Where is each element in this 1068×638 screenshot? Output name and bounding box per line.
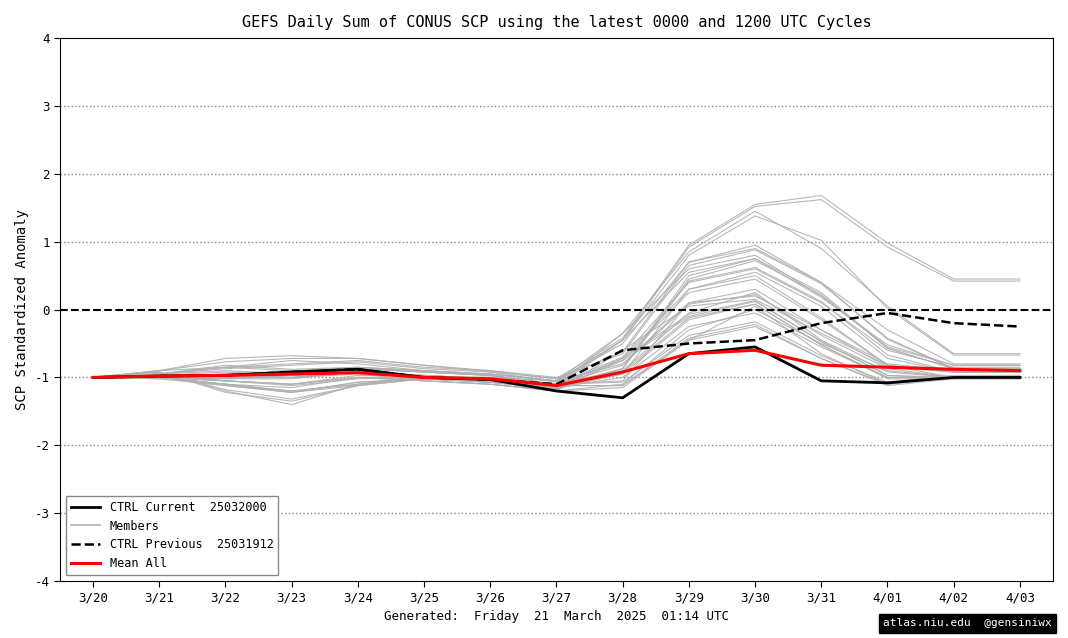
X-axis label: Generated:  Friday  21  March  2025  01:14 UTC: Generated: Friday 21 March 2025 01:14 UT… [384, 610, 729, 623]
Text: atlas.niu.edu  @gensiniwx: atlas.niu.edu @gensiniwx [883, 618, 1052, 628]
Legend: CTRL Current  25032000, Members, CTRL Previous  25031912, Mean All: CTRL Current 25032000, Members, CTRL Pre… [66, 496, 278, 575]
Y-axis label: SCP Standardized Anomaly: SCP Standardized Anomaly [15, 209, 29, 410]
Title: GEFS Daily Sum of CONUS SCP using the latest 0000 and 1200 UTC Cycles: GEFS Daily Sum of CONUS SCP using the la… [241, 15, 871, 30]
